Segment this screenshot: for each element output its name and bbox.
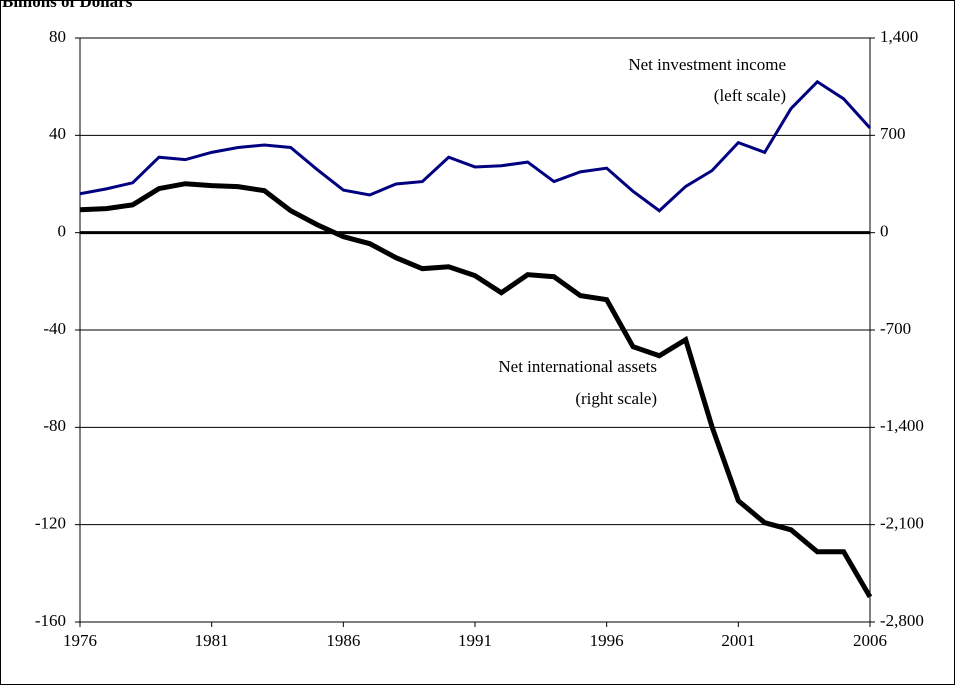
annotation: Net investment income bbox=[628, 55, 786, 74]
x-tick-label: 1996 bbox=[590, 631, 624, 650]
annotation: (right scale) bbox=[575, 389, 657, 408]
y-tick-label: 80 bbox=[49, 27, 66, 46]
y2-tick-label: -700 bbox=[880, 319, 911, 338]
y2-tick-label: 0 bbox=[880, 222, 889, 241]
plot-border bbox=[79, 37, 871, 623]
x-tick-label: 1986 bbox=[326, 631, 360, 650]
y2-tick-label: -2,800 bbox=[880, 611, 924, 630]
annotation: Net international assets bbox=[498, 357, 657, 376]
y-tick-label: -120 bbox=[35, 514, 66, 533]
annotation: (left scale) bbox=[714, 86, 786, 105]
y2-tick-label: 700 bbox=[880, 124, 906, 143]
chart-title: Billions of Dollars bbox=[2, 0, 133, 11]
x-tick-label: 1991 bbox=[458, 631, 492, 650]
y2-tick-label: -2,100 bbox=[880, 514, 924, 533]
y-tick-label: 40 bbox=[49, 124, 66, 143]
y-tick-label: -80 bbox=[43, 416, 66, 435]
y-tick-label: -160 bbox=[35, 611, 66, 630]
y-tick-label: 0 bbox=[58, 222, 67, 241]
series-line bbox=[79, 181, 873, 599]
x-tick-label: 2001 bbox=[721, 631, 755, 650]
x-tick-label: 1981 bbox=[195, 631, 229, 650]
y2-tick-label: 1,400 bbox=[880, 27, 918, 46]
x-tick-label: 2006 bbox=[853, 631, 887, 650]
x-tick-label: 1976 bbox=[63, 631, 97, 650]
y-tick-label: -40 bbox=[43, 319, 66, 338]
series-line bbox=[79, 79, 872, 213]
y2-tick-label: -1,400 bbox=[880, 416, 924, 435]
